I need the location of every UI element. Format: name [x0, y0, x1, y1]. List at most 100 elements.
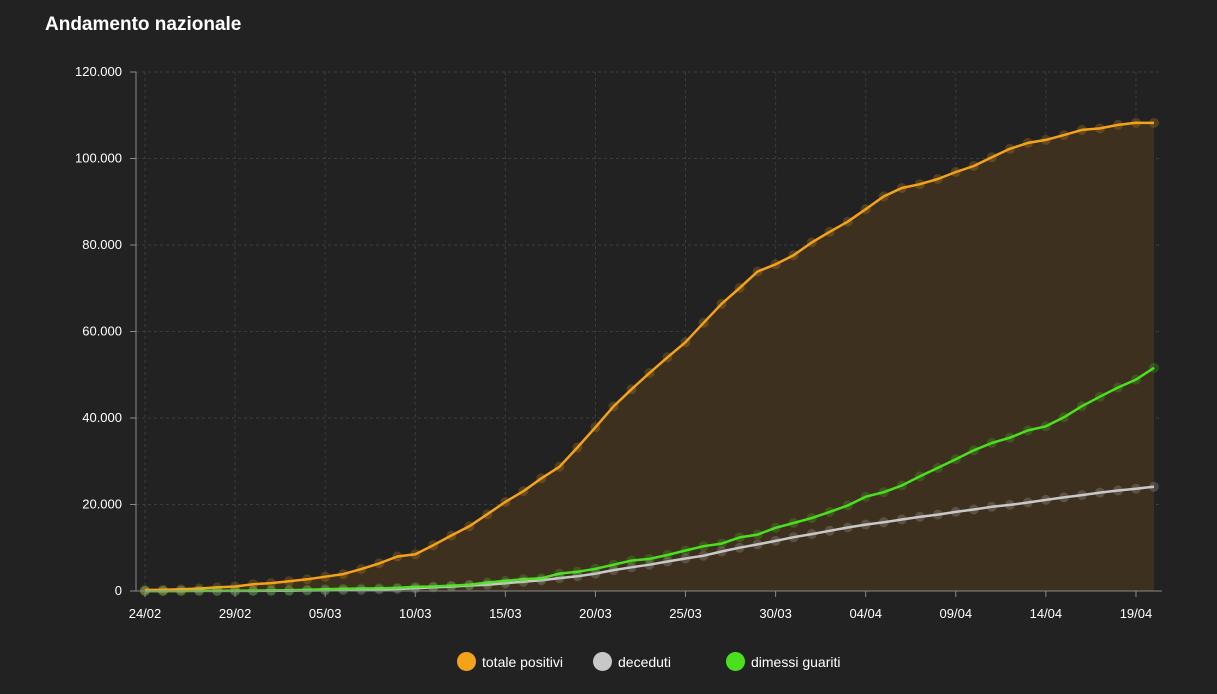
data-point-deceduti — [896, 514, 907, 525]
data-point-totale-positivi — [842, 216, 853, 227]
data-point-totale-positivi — [572, 442, 583, 453]
x-tick-label: 14/04 — [1030, 606, 1063, 621]
data-point-totale-positivi — [1058, 130, 1069, 141]
x-tick-label: 04/04 — [849, 606, 882, 621]
data-point-deceduti — [536, 575, 547, 586]
data-point-totale-positivi — [932, 174, 943, 184]
data-point-totale-positivi — [788, 250, 799, 261]
data-point-deceduti — [1058, 492, 1069, 503]
y-tick-label: 60.000 — [82, 324, 122, 339]
data-point-totale-positivi — [968, 161, 979, 171]
data-point-totale-positivi — [680, 337, 691, 348]
data-point-totale-positivi — [338, 569, 349, 580]
data-point-totale-positivi — [824, 226, 835, 237]
data-point-deceduti — [752, 539, 763, 550]
data-point-totale-positivi — [248, 579, 259, 590]
data-point-totale-positivi — [1094, 123, 1105, 134]
data-point-deceduti — [374, 584, 385, 595]
data-point-totale-positivi — [284, 576, 295, 587]
data-point-deceduti — [626, 562, 637, 573]
data-point-dimessi-guariti — [626, 555, 637, 566]
data-point-deceduti — [1094, 487, 1105, 498]
data-point-totale-positivi — [698, 317, 709, 328]
x-tick-label: 20/03 — [579, 606, 612, 621]
data-point-dimessi-guariti — [500, 575, 511, 586]
data-point-totale-positivi — [392, 551, 403, 562]
data-point-dimessi-guariti — [1131, 374, 1141, 385]
data-point-deceduti — [1131, 483, 1141, 494]
data-point-deceduti — [680, 553, 691, 564]
data-point-dimessi-guariti — [518, 574, 529, 585]
legend-swatch — [726, 652, 745, 671]
data-point-deceduti — [590, 568, 601, 579]
data-point-dimessi-guariti — [716, 538, 727, 549]
data-point-totale-positivi — [860, 204, 871, 215]
data-point-totale-positivi — [644, 367, 655, 378]
data-point-deceduti — [698, 550, 709, 561]
data-point-totale-positivi — [536, 473, 547, 484]
data-point-dimessi-guariti — [662, 550, 673, 560]
data-point-dimessi-guariti — [302, 584, 313, 595]
data-point-dimessi-guariti — [608, 559, 619, 570]
data-point-dimessi-guariti — [896, 480, 907, 491]
legend-label: dimessi guariti — [751, 653, 841, 670]
data-point-deceduti — [500, 578, 511, 589]
data-point-deceduti — [734, 542, 745, 553]
x-tick-label: 29/02 — [219, 606, 252, 621]
data-point-dimessi-guariti — [842, 500, 853, 511]
data-point-totale-positivi — [212, 582, 223, 593]
data-point-dimessi-guariti — [644, 553, 655, 564]
data-point-deceduti — [1149, 481, 1159, 492]
data-point-dimessi-guariti — [284, 585, 295, 596]
data-point-totale-positivi — [734, 283, 745, 293]
data-point-dimessi-guariti — [932, 462, 943, 473]
data-point-deceduti — [932, 509, 943, 520]
data-point-dimessi-guariti — [392, 582, 403, 593]
data-point-dimessi-guariti — [806, 513, 817, 524]
data-point-deceduti — [446, 581, 457, 592]
data-point-totale-positivi — [950, 167, 961, 177]
data-point-deceduti — [878, 517, 889, 528]
data-point-deceduti — [716, 546, 727, 557]
data-point-dimessi-guariti — [428, 581, 439, 592]
data-point-totale-positivi — [1076, 124, 1087, 135]
legend-item-totale-positivi[interactable]: totale positivi — [457, 652, 563, 671]
data-point-totale-positivi — [608, 401, 619, 412]
data-point-dimessi-guariti — [338, 583, 349, 594]
data-point-deceduti — [968, 504, 979, 515]
area-fill — [145, 122, 1154, 592]
x-tick-label: 24/02 — [129, 606, 162, 621]
x-tick-label: 25/03 — [669, 606, 702, 621]
y-tick-label: 120.000 — [75, 64, 122, 79]
data-point-deceduti — [824, 525, 835, 536]
legend-label: deceduti — [618, 653, 671, 670]
x-tick-label: 10/03 — [399, 606, 432, 621]
data-point-deceduti — [950, 506, 961, 517]
chart-title: Andamento nazionale — [45, 14, 242, 35]
data-point-dimessi-guariti — [968, 445, 979, 456]
data-point-deceduti — [842, 522, 853, 533]
legend-item-dimessi-guariti[interactable]: dimessi guariti — [726, 652, 840, 671]
data-point-dimessi-guariti — [1004, 432, 1015, 443]
data-point-totale-positivi — [374, 558, 385, 569]
legend-item-deceduti[interactable]: deceduti — [593, 652, 671, 671]
data-point-deceduti — [356, 585, 367, 595]
data-point-dimessi-guariti — [1076, 401, 1087, 412]
data-point-dimessi-guariti — [860, 491, 871, 502]
data-point-dimessi-guariti — [950, 454, 961, 465]
data-point-totale-positivi — [1004, 143, 1015, 154]
data-point-dimessi-guariti — [374, 583, 385, 594]
data-point-dimessi-guariti — [410, 581, 421, 592]
data-point-totale-positivi — [464, 521, 475, 532]
data-point-dimessi-guariti — [320, 584, 331, 595]
data-point-deceduti — [860, 519, 871, 530]
data-point-totale-positivi — [770, 259, 781, 270]
data-point-totale-positivi — [356, 564, 367, 575]
data-point-deceduti — [770, 535, 781, 546]
data-point-totale-positivi — [1113, 119, 1123, 130]
data-point-totale-positivi — [500, 496, 511, 507]
data-point-deceduti — [428, 582, 439, 593]
line-totale-positivi — [144, 121, 1155, 592]
data-point-deceduti — [914, 511, 925, 522]
